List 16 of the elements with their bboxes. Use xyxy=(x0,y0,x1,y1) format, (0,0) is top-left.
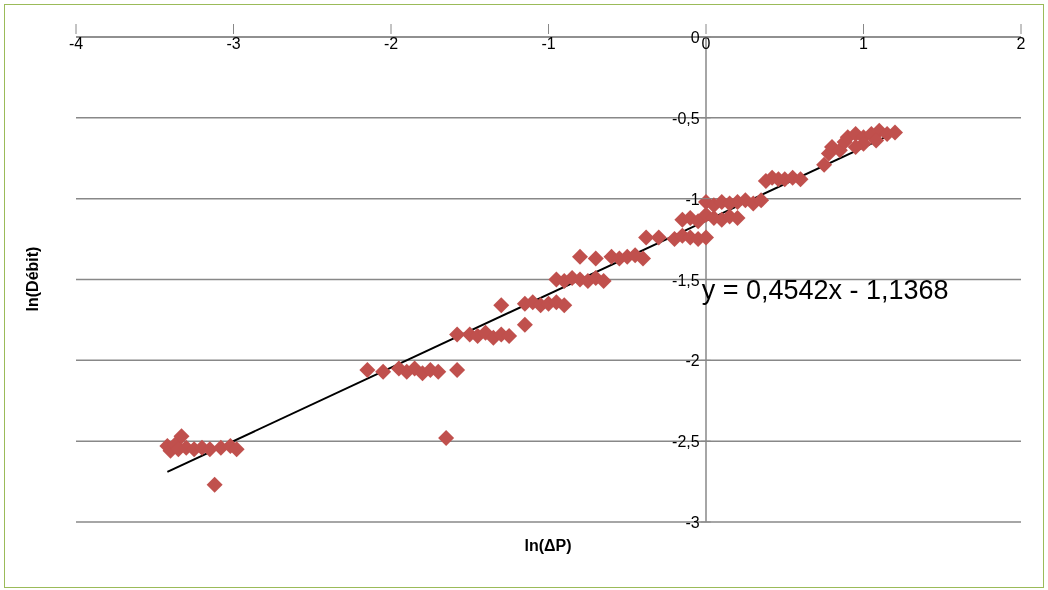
y-tick-label: -2,5 xyxy=(672,433,700,451)
x-tick-label: -3 xyxy=(226,35,241,52)
y-tick-label: -1,5 xyxy=(672,271,700,289)
x-tick-label: 0 xyxy=(701,35,711,52)
x-axis-title: ln(ΔP) xyxy=(523,537,573,555)
x-tick-label: 2 xyxy=(1016,35,1026,52)
y-tick-label: -3 xyxy=(685,514,700,531)
x-tick-label: -4 xyxy=(68,35,84,52)
x-tick-label: 1 xyxy=(859,35,869,52)
x-tick-label: -2 xyxy=(383,35,399,52)
y-axis-title: ln(Débit) xyxy=(24,246,42,312)
y-tick-label: -1 xyxy=(685,190,700,208)
y-tick-label: -0,5 xyxy=(672,109,700,127)
x-tick-label: -1 xyxy=(541,35,556,52)
annotation: y = 0,4542x - 1,1368 xyxy=(701,275,949,306)
y-tick-label: -2 xyxy=(685,352,700,370)
